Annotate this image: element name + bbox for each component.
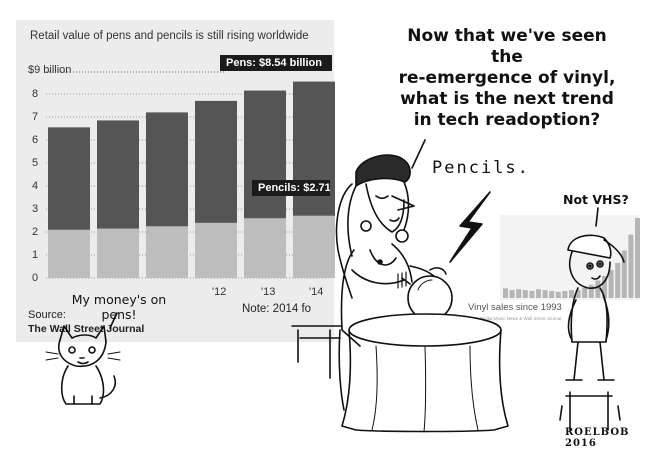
- cat-speech: My money's on pens!: [64, 292, 174, 322]
- y-tick: 8: [32, 88, 39, 100]
- pencils-bar: [293, 215, 335, 278]
- vinyl-bar: [628, 234, 634, 298]
- vinyl-bar: [595, 280, 601, 298]
- x-tick: '13: [261, 286, 276, 298]
- vinyl-bar: [602, 276, 607, 298]
- vinyl-bar: [569, 290, 574, 298]
- vinyl-bar: [503, 288, 508, 298]
- vinyl-bar: [562, 290, 568, 298]
- y-tick: 3: [32, 203, 39, 215]
- fortune-speech-tail: [411, 139, 426, 169]
- vinyl-bar: [522, 290, 528, 298]
- pencils-bar: [244, 218, 286, 278]
- vinyl-bar: [621, 250, 627, 298]
- chart-title: Retail value of pens and pencils is stil…: [30, 30, 309, 42]
- vinyl-bar: [549, 290, 555, 298]
- vinyl-chart-source: Digital Music News & Wall Street Journal: [480, 316, 562, 321]
- pencils-bar: [146, 226, 188, 278]
- speech-line: what is the next trend: [400, 89, 614, 109]
- vinyl-bar: [509, 290, 515, 298]
- vinyl-bar: [635, 218, 640, 298]
- x-tick: '14: [309, 286, 324, 298]
- speech-line: My money's on: [71, 292, 167, 307]
- y-unit-label: $9 billion: [28, 64, 72, 76]
- pencils-bar: [97, 228, 139, 278]
- pencils-callout: Pencils: $2.71: [252, 180, 330, 196]
- chart-source-org: The Wall Street Journal: [28, 323, 145, 335]
- lightning-bolt-icon: [449, 191, 491, 263]
- y-tick: 6: [32, 134, 39, 146]
- y-tick: 5: [32, 157, 39, 169]
- pencils-bar: [48, 229, 90, 278]
- pencils-bar: [195, 222, 237, 278]
- fortune-teller-figure: [291, 154, 447, 411]
- vinyl-bar: [615, 262, 621, 298]
- y-tick: 4: [32, 180, 39, 192]
- round-table: [341, 313, 509, 433]
- vinyl-bar: [542, 290, 548, 298]
- vinyl-bar: [588, 284, 594, 298]
- kid-speech-tail: [595, 207, 599, 227]
- speech-line: re-emergence of vinyl,: [398, 68, 616, 88]
- speech-line: in tech readoption?: [413, 110, 601, 130]
- vinyl-bar: [529, 290, 535, 298]
- kid-speech: Not VHS?: [563, 192, 629, 207]
- y-tick: 1: [32, 249, 39, 261]
- vinyl-bar: [555, 291, 561, 298]
- vinyl-bar: [582, 287, 588, 298]
- pencils-speech: Pencils.: [432, 158, 530, 178]
- x-tick: '12: [212, 286, 227, 298]
- kid-figure: [559, 234, 625, 431]
- vinyl-bar: [608, 269, 614, 298]
- vinyl-bar: [575, 290, 581, 298]
- vinyl-chart-title: Vinyl sales since 1993: [468, 302, 562, 313]
- y-tick: 7: [32, 111, 39, 123]
- cat-speech-tail: [109, 312, 118, 329]
- y-tick: 0: [32, 272, 39, 284]
- speech-line: pens!: [101, 307, 137, 322]
- vinyl-bar: [516, 289, 522, 298]
- chart-note: Note: 2014 fo: [242, 303, 312, 315]
- y-tick: 2: [32, 226, 39, 238]
- vinyl-bar: [536, 289, 541, 298]
- fortune-teller-speech: Now that we've seen the re-emergence of …: [392, 26, 622, 131]
- pens-callout: Pens: $8.54 billion: [220, 55, 332, 71]
- cat-figure: [45, 325, 121, 405]
- chart-source-label: Source:: [28, 309, 66, 321]
- artist-signature: ROELBOB 2016: [565, 427, 630, 449]
- speech-line: Now that we've seen the: [407, 26, 607, 67]
